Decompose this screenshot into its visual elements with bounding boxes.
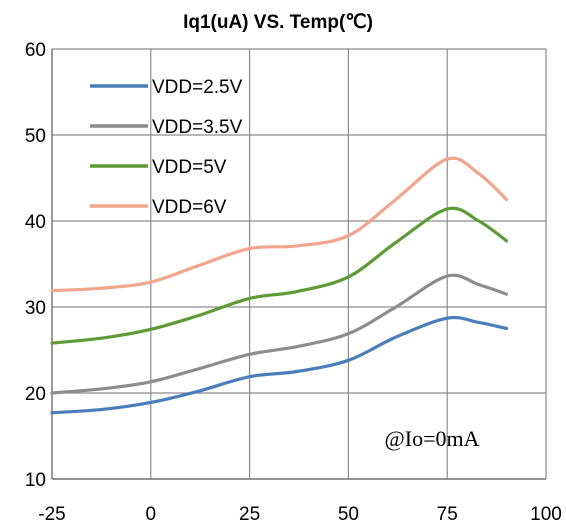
series-line-3 [50, 206, 509, 345]
legend-label-1: VDD=2.5V [152, 77, 243, 98]
condition-annotation: @Io=0mA [385, 426, 480, 451]
y-tick-label: 20 [25, 384, 46, 405]
series-line-4 [50, 156, 509, 293]
series [50, 156, 509, 415]
series-line-2 [50, 273, 509, 395]
x-tick-label: 0 [146, 504, 157, 525]
x-tick-label: -25 [38, 504, 65, 525]
x-tick-label: 25 [239, 504, 260, 525]
legend-label-4: VDD=6V [152, 197, 227, 218]
y-tick-label: 10 [25, 470, 46, 491]
legend-label-2: VDD=3.5V [152, 117, 243, 138]
x-tick-label: 75 [437, 504, 458, 525]
series-line-1 [50, 315, 509, 415]
chart-title: Iq1(uA) VS. Temp(℃) [183, 12, 373, 33]
tick-labels: 10 20 30 40 50 60 -25 0 25 50 75 100 [25, 40, 562, 525]
axes [51, 49, 546, 480]
grid [52, 48, 547, 479]
y-tick-label: 60 [25, 40, 46, 61]
legend-label-3: VDD=5V [152, 157, 227, 178]
x-tick-label: 100 [530, 504, 562, 525]
y-tick-label: 30 [25, 298, 46, 319]
y-tick-label: 50 [25, 126, 46, 147]
legend: VDD=2.5V VDD=3.5V VDD=5V VDD=6V [90, 77, 243, 218]
y-tick-label: 40 [25, 212, 46, 233]
x-tick-label: 50 [338, 504, 359, 525]
